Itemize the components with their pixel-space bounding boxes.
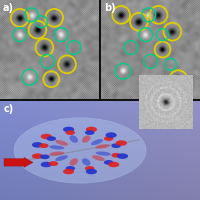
Circle shape (111, 143, 121, 148)
Circle shape (86, 127, 97, 132)
Circle shape (86, 169, 97, 174)
Circle shape (111, 153, 121, 158)
Ellipse shape (49, 151, 64, 156)
Circle shape (108, 162, 119, 167)
Text: a): a) (3, 3, 14, 13)
Text: c): c) (4, 104, 14, 114)
Circle shape (85, 130, 94, 135)
Circle shape (49, 161, 58, 166)
Circle shape (66, 130, 75, 135)
Circle shape (14, 118, 146, 183)
Circle shape (63, 127, 74, 132)
Circle shape (104, 160, 113, 165)
Ellipse shape (91, 139, 103, 145)
FancyArrow shape (4, 157, 33, 167)
Ellipse shape (82, 135, 90, 143)
Circle shape (32, 153, 43, 159)
Circle shape (63, 169, 74, 174)
Circle shape (41, 134, 52, 139)
Ellipse shape (70, 158, 78, 166)
Ellipse shape (55, 140, 68, 146)
Ellipse shape (82, 158, 90, 166)
Circle shape (40, 154, 50, 159)
Ellipse shape (49, 145, 64, 150)
Ellipse shape (96, 151, 111, 156)
Circle shape (116, 140, 127, 146)
Circle shape (41, 162, 52, 167)
Circle shape (106, 132, 117, 138)
Circle shape (32, 142, 43, 148)
Circle shape (85, 166, 94, 171)
Circle shape (66, 166, 75, 171)
Circle shape (117, 153, 128, 159)
Circle shape (104, 136, 113, 141)
Ellipse shape (95, 144, 110, 149)
Ellipse shape (70, 135, 78, 143)
Circle shape (39, 143, 49, 148)
Text: b): b) (104, 3, 116, 13)
Circle shape (47, 136, 56, 141)
Ellipse shape (55, 155, 68, 161)
Ellipse shape (92, 155, 105, 161)
